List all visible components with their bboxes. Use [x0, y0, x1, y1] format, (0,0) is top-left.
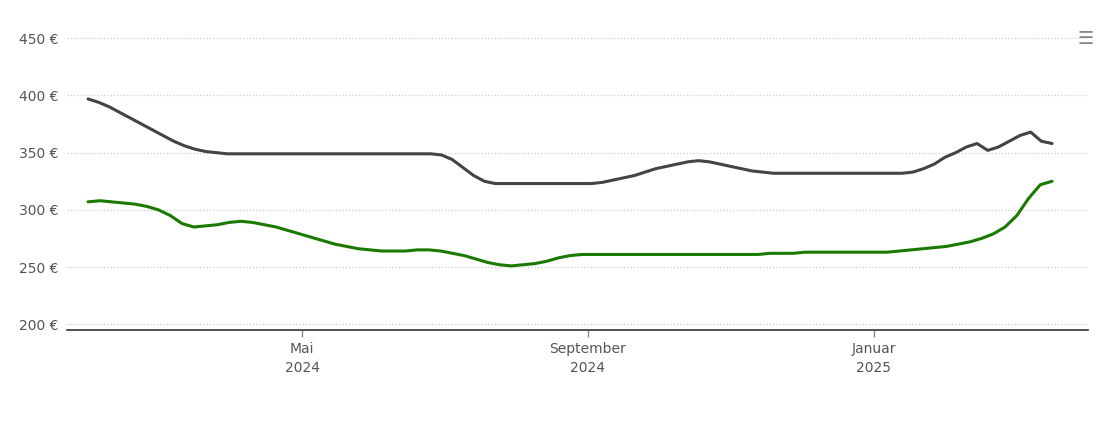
Text: ☰: ☰ — [1077, 30, 1093, 48]
